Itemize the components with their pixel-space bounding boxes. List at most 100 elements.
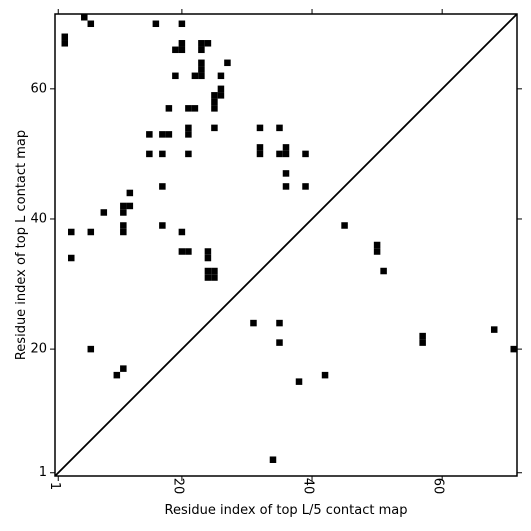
contact-cell-top-l (185, 124, 192, 132)
contact-cell-top-l5 (120, 365, 127, 372)
contact-cell-top-l5 (250, 319, 257, 327)
contact-cell-top-l (172, 72, 179, 80)
contact-cell-top-l (380, 267, 387, 275)
contact-cell-top-l (68, 228, 75, 236)
x-tick-label: 20 (170, 478, 185, 495)
x-axis-label: Residue index of top L/5 contact map (165, 503, 408, 518)
contact-cell-top-l (61, 33, 69, 41)
contact-cell-top-l5 (321, 371, 329, 379)
x-tick-label: 60 (431, 478, 446, 495)
contact-cell-top-l (217, 92, 225, 99)
plot-frame (54, 13, 518, 477)
contact-cell-top-l (185, 248, 192, 255)
contact-cell-top-l (302, 183, 309, 190)
contact-cell-top-l5 (295, 378, 303, 385)
contact-cell-top-l (217, 85, 225, 93)
contact-cell-top-l (256, 144, 264, 151)
contact-cell-top-l (100, 209, 108, 216)
contact-cell-top-l (217, 72, 225, 80)
contact-cell-top-l (159, 183, 166, 190)
contact-cell-top-l (178, 40, 186, 47)
contact-cell-top-l (224, 59, 231, 67)
contact-cell-top-l (120, 222, 127, 229)
contact-cell-top-l (120, 209, 127, 216)
contact-cell-top-l5 (419, 339, 426, 346)
contact-cell-top-l (198, 59, 205, 67)
contact-cell-top-l (126, 202, 134, 210)
contact-cell-top-l (256, 124, 264, 132)
contact-cell-top-l (211, 274, 218, 281)
contact-cell-top-l (276, 124, 283, 132)
contact-cell-top-l (159, 222, 166, 229)
x-tick-label: 1 (47, 482, 62, 490)
contact-cell-top-l (211, 267, 218, 275)
contact-cell-top-l (185, 150, 192, 158)
contact-cell-top-l (61, 40, 69, 47)
contact-cell-top-l (204, 40, 212, 47)
contact-cell-top-l5 (113, 371, 121, 379)
contact-cell-top-l (282, 170, 290, 177)
contact-cell-top-l (165, 105, 173, 112)
contact-cell-top-l (198, 40, 205, 47)
contact-cell-top-l (191, 72, 199, 80)
y-tick-label: 40 (30, 211, 47, 226)
contact-cell-top-l (204, 254, 212, 262)
y-axis-label: Residue index of top L contact map (14, 130, 29, 360)
contact-cell-top-l (211, 105, 218, 112)
contact-cell-top-l (152, 20, 160, 28)
contact-cell-top-l (87, 20, 95, 28)
contact-cell-top-l (178, 20, 186, 28)
contact-cell-top-l5 (276, 339, 283, 346)
contact-cell-top-l (178, 248, 186, 255)
contact-cell-top-l (159, 150, 166, 158)
contact-cell-top-l (211, 124, 218, 132)
contact-cell-top-l (198, 66, 205, 73)
y-tick-label: 1 (39, 465, 47, 480)
contact-cell-top-l (282, 144, 290, 151)
contact-cell-top-l (282, 150, 290, 158)
contact-cell-top-l (159, 131, 166, 138)
contact-cell-top-l (211, 92, 218, 99)
y-tick-label: 60 (30, 81, 47, 96)
contact-cell-top-l (302, 150, 309, 158)
contact-cell-top-l (87, 228, 95, 236)
contact-cell-top-l (373, 248, 381, 255)
contact-cell-top-l5 (490, 326, 498, 333)
contact-cell-top-l (198, 46, 205, 54)
contact-cell-top-l (204, 267, 212, 275)
contact-cell-top-l5 (87, 345, 95, 353)
contact-cell-top-l (178, 228, 186, 236)
contact-cell-top-l (185, 131, 192, 138)
contact-cell-top-l (191, 105, 199, 112)
contact-cell-top-l5 (510, 345, 517, 353)
contact-cell-top-l (146, 131, 153, 138)
contact-cell-top-l (198, 72, 205, 80)
contact-cell-top-l5 (269, 456, 277, 463)
contact-cell-top-l (256, 150, 264, 158)
contact-cell-top-l (68, 254, 75, 262)
x-tick-label: 40 (301, 478, 316, 495)
contact-cell-top-l (120, 228, 127, 236)
contact-cell-top-l (204, 248, 212, 255)
axis-ticks: 1 20 40 60 1 20 40 60 (30, 9, 522, 494)
contact-cell-top-l (282, 183, 290, 190)
contact-cell-top-l (185, 105, 192, 112)
contact-cell-top-l5 (419, 332, 426, 340)
contact-cell-top-l (341, 222, 348, 229)
contact-cells (61, 14, 517, 463)
contact-cell-top-l (373, 241, 381, 249)
contact-cell-top-l (81, 14, 88, 21)
y-tick-label: 20 (30, 342, 47, 357)
contact-cell-top-l (146, 150, 153, 158)
contact-cell-top-l (165, 131, 173, 138)
contact-cell-top-l (204, 274, 212, 281)
contact-cell-top-l (120, 202, 127, 210)
contact-cell-top-l (276, 150, 283, 158)
contact-cell-top-l (178, 46, 186, 54)
contact-cell-top-l (126, 189, 134, 197)
contact-cell-top-l (211, 98, 218, 106)
diagonal-line (54, 13, 518, 477)
contact-cell-top-l5 (276, 319, 283, 327)
contact-cell-top-l (172, 46, 179, 54)
